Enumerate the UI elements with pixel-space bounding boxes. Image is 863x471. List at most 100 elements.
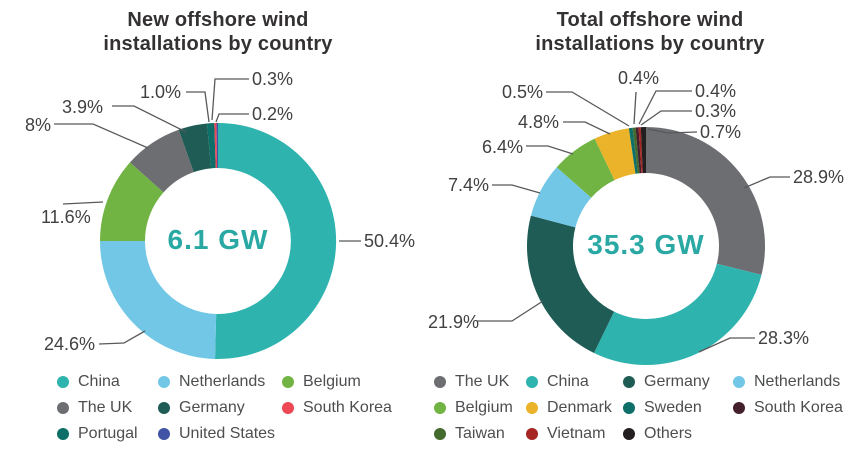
- legend-item-germany: Germany: [158, 400, 282, 416]
- leader-line-germany: [477, 300, 544, 322]
- legend-item-portugal: Portugal: [57, 426, 158, 442]
- donut-slice-south-korea: [214, 123, 218, 169]
- donut-center-value-left: 6.1 GW: [167, 224, 269, 255]
- chart-title-line2: installations by country: [535, 33, 765, 55]
- legend-item-south-korea: South Korea: [733, 400, 863, 416]
- legend-label: China: [78, 373, 120, 390]
- chart-title-line2: installations by country: [103, 33, 333, 55]
- pct-label-belgium: 11.6%: [41, 207, 91, 227]
- legend-label: Portugal: [78, 425, 138, 442]
- leader-line-portugal: [186, 91, 210, 123]
- pct-label-south-korea: 0.3%: [252, 69, 293, 89]
- donut-slice-others: [640, 127, 646, 174]
- leader-line-netherlands: [98, 330, 146, 345]
- pct-label-sweden: 0.5%: [502, 82, 543, 102]
- donut-slice-netherlands: [530, 167, 592, 228]
- legend-label: Taiwan: [455, 425, 505, 442]
- pct-label-germany: 21.9%: [428, 312, 479, 332]
- leader-line-belgium: [526, 145, 574, 155]
- legend-item-taiwan: Taiwan: [434, 426, 526, 442]
- donut-slice-sweden: [628, 127, 638, 174]
- donut-slice-germany: [527, 215, 615, 354]
- legend-dot-united-states: [158, 428, 170, 440]
- legend-dot-germany: [158, 402, 170, 414]
- donut-slice-south-korea: [635, 127, 642, 174]
- donut-slice-portugal: [206, 123, 216, 169]
- legend-item-sweden: Sweden: [623, 400, 733, 416]
- leader-line-south-korea: [211, 78, 249, 121]
- pct-label-china: 50.4%: [364, 231, 415, 251]
- pct-label-belgium: 6.4%: [482, 137, 523, 157]
- pct-label-united-states: 0.2%: [252, 104, 293, 124]
- legend-label: United States: [179, 425, 276, 442]
- legend-dot-others: [623, 428, 635, 440]
- pct-label-denmark: 4.8%: [518, 112, 559, 132]
- leader-line-the-uk: [743, 176, 790, 189]
- pct-label-the-uk: 28.9%: [793, 167, 844, 187]
- legend-item-china: China: [526, 374, 623, 390]
- legend-dot-china: [57, 376, 69, 388]
- donut-slice-vietnam: [638, 127, 643, 174]
- donut-slice-united-states: [216, 123, 218, 169]
- chart-title-new-installations: New offshore wind installations by count…: [57, 8, 379, 56]
- legend-label: The UK: [455, 373, 510, 390]
- pct-label-netherlands: 7.4%: [448, 175, 489, 195]
- legend-right-chart: The UK China Germany Netherlands Belgium Denm…: [434, 374, 863, 442]
- leader-line-netherlands: [492, 184, 541, 194]
- donut-center-value-right: 35.3 GW: [587, 229, 705, 260]
- legend-left-chart: China Netherlands Belgium The UK Germany Sout…: [57, 374, 432, 442]
- leader-line-china: [698, 337, 755, 353]
- pct-label-taiwan: 0.4%: [618, 68, 659, 88]
- legend-dot-portugal: [57, 428, 69, 440]
- legend-item-vietnam: Vietnam: [526, 426, 623, 442]
- leader-line-belgium: [62, 201, 104, 205]
- legend-dot-netherlands: [158, 376, 170, 388]
- leader-line-denmark: [563, 121, 611, 135]
- legend-label: Denmark: [547, 399, 612, 416]
- legend-label: Belgium: [455, 399, 513, 416]
- legend-dot-sweden: [623, 402, 635, 414]
- donut-slice-china: [215, 122, 337, 359]
- donut-slice-germany: [178, 123, 212, 173]
- legend-dot-vietnam: [526, 428, 538, 440]
- legend-dot-belgium: [282, 376, 294, 388]
- legend-label: The UK: [78, 399, 133, 416]
- legend-dot-netherlands: [733, 376, 745, 388]
- donut-slice-the-uk: [646, 126, 766, 275]
- legend-label: Germany: [644, 373, 710, 390]
- legend-item-denmark: Denmark: [526, 400, 623, 416]
- donut-slice-taiwan: [632, 127, 640, 174]
- pct-label-germany: 3.9%: [62, 97, 103, 117]
- legend-label: Netherlands: [754, 373, 841, 390]
- donut-slice-denmark: [594, 128, 636, 181]
- legend-item-south-korea: South Korea: [282, 400, 432, 416]
- legend-dot-belgium: [434, 402, 446, 414]
- pct-label-south-korea: 0.4%: [695, 81, 736, 101]
- legend-label: Sweden: [644, 399, 702, 416]
- chart-title-line1: Total offshore wind: [556, 9, 744, 31]
- leader-line-sweden: [546, 91, 630, 127]
- legend-label: Germany: [179, 399, 245, 416]
- pct-label-the-uk: 8%: [25, 115, 51, 135]
- leader-line-others: [647, 128, 698, 134]
- legend-dot-china: [526, 376, 538, 388]
- legend-label: China: [547, 373, 589, 390]
- legend-item-others: Others: [623, 426, 733, 442]
- legend-item-netherlands: Netherlands: [733, 374, 863, 390]
- chart-title-line1: New offshore wind: [127, 9, 309, 31]
- leader-line-taiwan: [633, 91, 637, 125]
- leader-line-the-uk: [54, 123, 149, 149]
- legend-item-germany: Germany: [623, 374, 733, 390]
- pct-label-netherlands: 24.6%: [44, 334, 95, 354]
- legend-label: Vietnam: [547, 425, 606, 442]
- legend-label: Belgium: [303, 373, 361, 390]
- legend-item-united-states: United States: [158, 426, 282, 442]
- pct-label-others: 0.7%: [700, 122, 741, 142]
- donut-slice-the-uk: [129, 129, 194, 193]
- legend-label: South Korea: [754, 399, 843, 416]
- legend-dot-the-uk: [434, 376, 446, 388]
- legend-dot-the-uk: [57, 402, 69, 414]
- legend-item-the-uk: The UK: [57, 400, 158, 416]
- legend-label: Netherlands: [179, 373, 266, 390]
